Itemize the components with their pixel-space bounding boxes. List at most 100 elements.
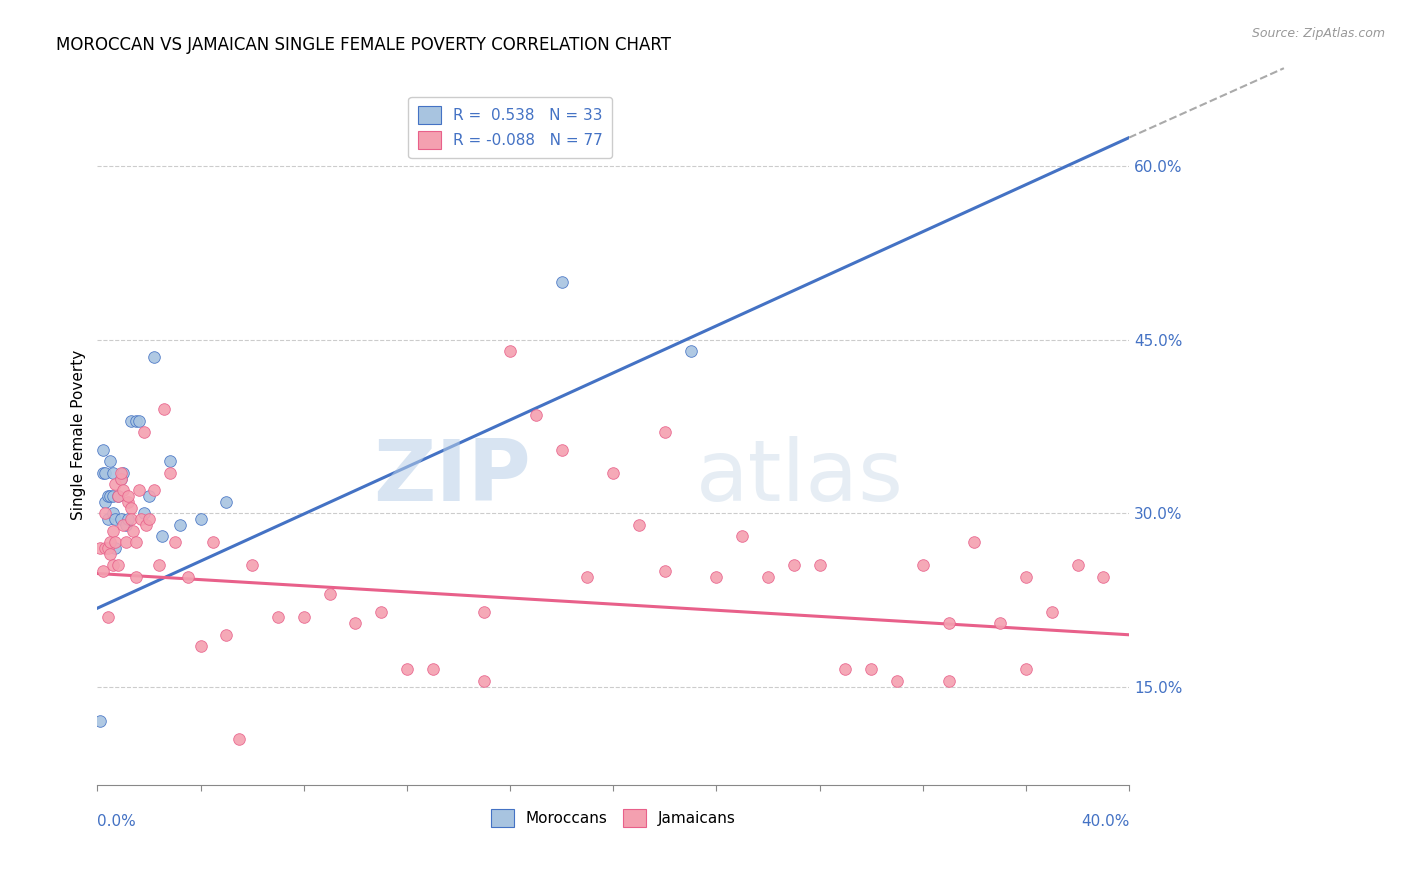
Point <box>1015 570 1038 584</box>
Point <box>132 425 155 440</box>
Point <box>101 466 124 480</box>
Point <box>143 483 166 498</box>
Point <box>756 570 779 584</box>
Point <box>122 524 145 538</box>
Point <box>97 541 120 555</box>
Point <box>628 517 651 532</box>
Point <box>120 414 142 428</box>
Point <box>101 524 124 538</box>
Point <box>731 529 754 543</box>
Point <box>783 558 806 573</box>
Point <box>499 344 522 359</box>
Point <box>120 512 142 526</box>
Point <box>91 564 114 578</box>
Point <box>91 466 114 480</box>
Point <box>654 564 676 578</box>
Point <box>679 344 702 359</box>
Point <box>97 610 120 624</box>
Point <box>344 616 367 631</box>
Point <box>104 541 127 555</box>
Point <box>89 714 111 729</box>
Text: MOROCCAN VS JAMAICAN SINGLE FEMALE POVERTY CORRELATION CHART: MOROCCAN VS JAMAICAN SINGLE FEMALE POVER… <box>56 36 671 54</box>
Point <box>938 673 960 688</box>
Point <box>886 673 908 688</box>
Point <box>89 541 111 555</box>
Legend: Moroccans, Jamaicans: Moroccans, Jamaicans <box>485 803 742 833</box>
Point <box>97 512 120 526</box>
Point <box>706 570 728 584</box>
Point <box>190 640 212 654</box>
Point <box>120 500 142 515</box>
Point <box>107 489 129 503</box>
Text: atlas: atlas <box>696 436 904 519</box>
Point <box>395 663 418 677</box>
Point <box>988 616 1011 631</box>
Point <box>114 517 136 532</box>
Point <box>117 495 139 509</box>
Text: 0.0%: 0.0% <box>97 814 136 829</box>
Point <box>107 489 129 503</box>
Point <box>292 610 315 624</box>
Point <box>101 558 124 573</box>
Point <box>550 275 572 289</box>
Point <box>159 454 181 468</box>
Point <box>97 489 120 503</box>
Y-axis label: Single Female Poverty: Single Female Poverty <box>72 351 86 520</box>
Point <box>112 466 135 480</box>
Point <box>524 408 547 422</box>
Text: Source: ZipAtlas.com: Source: ZipAtlas.com <box>1251 27 1385 40</box>
Point <box>117 512 139 526</box>
Point <box>117 489 139 503</box>
Point <box>107 558 129 573</box>
Point <box>834 663 856 677</box>
Point <box>163 535 186 549</box>
Point <box>128 483 150 498</box>
Point <box>128 414 150 428</box>
Point <box>138 512 160 526</box>
Point <box>422 663 444 677</box>
Point <box>125 535 148 549</box>
Point <box>808 558 831 573</box>
Point <box>98 547 121 561</box>
Point <box>215 495 238 509</box>
Point <box>110 472 132 486</box>
Point <box>101 507 124 521</box>
Point <box>114 535 136 549</box>
Point <box>228 731 250 746</box>
Point <box>576 570 599 584</box>
Point <box>104 477 127 491</box>
Point <box>104 535 127 549</box>
Text: 40.0%: 40.0% <box>1081 814 1129 829</box>
Point <box>94 466 117 480</box>
Point <box>104 512 127 526</box>
Point <box>240 558 263 573</box>
Point <box>98 489 121 503</box>
Point <box>101 489 124 503</box>
Point <box>112 517 135 532</box>
Point <box>153 402 176 417</box>
Point <box>860 663 883 677</box>
Point <box>148 558 170 573</box>
Point <box>132 507 155 521</box>
Point <box>125 570 148 584</box>
Point <box>110 512 132 526</box>
Point <box>472 673 495 688</box>
Point <box>202 535 225 549</box>
Point <box>370 605 392 619</box>
Point <box>318 587 340 601</box>
Point <box>1040 605 1063 619</box>
Point <box>135 517 157 532</box>
Point <box>550 442 572 457</box>
Point <box>176 570 198 584</box>
Point <box>112 483 135 498</box>
Point <box>110 466 132 480</box>
Point <box>143 351 166 365</box>
Text: ZIP: ZIP <box>373 436 530 519</box>
Point <box>267 610 290 624</box>
Point <box>911 558 934 573</box>
Point <box>129 512 152 526</box>
Point <box>938 616 960 631</box>
Point <box>125 414 148 428</box>
Point <box>602 466 624 480</box>
Point <box>654 425 676 440</box>
